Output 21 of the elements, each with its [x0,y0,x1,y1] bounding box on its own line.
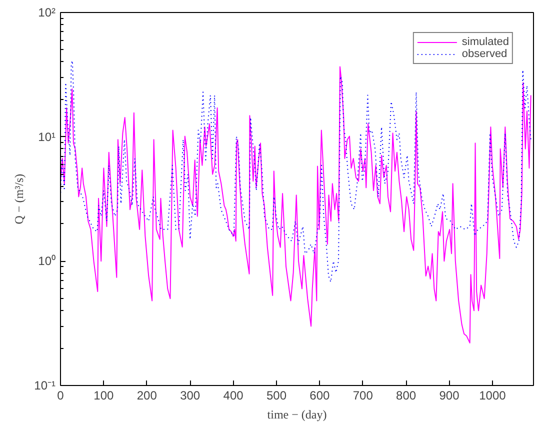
x-tick-label: 0 [57,388,64,402]
x-tick-label: 400 [223,388,244,402]
x-tick-label: 200 [136,388,158,402]
x-axis-title: time − (day) [267,408,327,422]
x-tick-label: 100 [94,388,114,402]
x-tick-label: 800 [396,388,416,402]
x-tick-label: 600 [310,388,330,402]
legend-label: observed [462,48,508,60]
line-series [60,66,532,344]
x-tick-label: 300 [180,388,200,402]
line-series [60,60,532,282]
y-tick-label: 10¹ [38,130,56,144]
y-tick-label: 10⁰ [38,254,56,268]
y-tick-label: 10² [38,6,56,20]
x-tick-label: 900 [439,388,460,402]
y-tick-label: 10⁻¹ [34,378,56,392]
y-axis-title: Q − (m³/s) [12,174,26,224]
legend-label: simulated [462,36,509,48]
x-tick-label: 700 [352,388,374,402]
x-tick-label: 500 [266,388,287,402]
x-tick-label: 1000 [479,388,506,402]
